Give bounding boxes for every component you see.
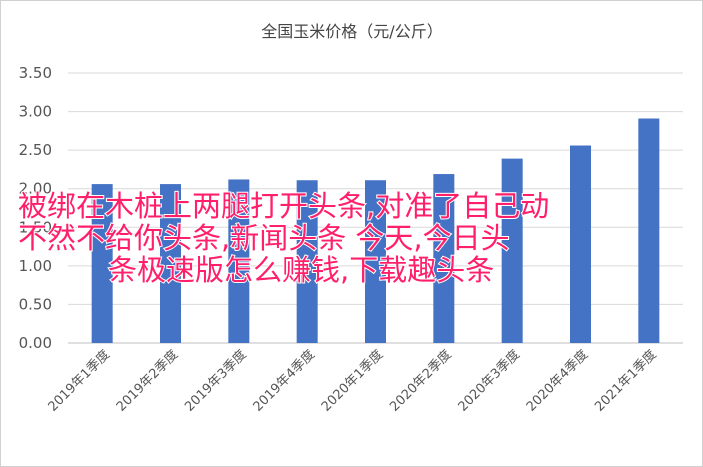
x-tick-label: 2019年1季度: [45, 347, 113, 415]
bar: [160, 184, 181, 343]
y-tick-label: 0.50: [19, 295, 52, 313]
overlay-line-2: 不然不给你头条,新闻头条 今天,今日头: [18, 221, 510, 255]
overlay-text: 被绑在木桩上两腿打开头条,对准了自己动 不然不给你头条,新闻头条 今天,今日头 …: [17, 188, 550, 288]
y-axis-ticks: 0.00 0.50 1.00 1.50 2.00 2.50 3.00 3.50: [19, 64, 52, 352]
bar: [433, 174, 455, 343]
bar: [638, 118, 660, 343]
x-axis-labels: 2019年1季度 2019年2季度 2019年3季度 2019年4季度 2020年1季度…: [45, 347, 660, 415]
y-tick-label: 3.50: [19, 64, 52, 82]
y-tick-label: 2.00: [19, 180, 52, 198]
bar: [91, 184, 113, 343]
x-tick-label: 2019年2季度: [113, 347, 181, 415]
x-tick-label: 2019年4季度: [250, 347, 318, 415]
bar: [365, 180, 386, 343]
overlay-line-3: 条极速版怎么赚钱,下载趣头条: [108, 253, 494, 287]
y-tick-label: 1.00: [19, 257, 52, 275]
bar: [501, 158, 523, 343]
x-tick-label: 2020年1季度: [318, 347, 386, 415]
y-tick-label: 0.00: [19, 334, 52, 352]
x-tick-label: 2021年1季度: [592, 347, 660, 415]
x-tick-label: 2020年3季度: [455, 347, 523, 415]
y-tick-label: 1.50: [19, 218, 52, 236]
x-tick-label: 2020年2季度: [387, 347, 455, 415]
bars: [91, 118, 660, 343]
x-tick-label: 2019年3季度: [182, 347, 250, 415]
y-tick-label: 3.00: [19, 103, 52, 121]
y-tick-label: 2.50: [19, 141, 52, 159]
overlay-line-1: 被绑在木桩上两腿打开头条,对准了自己动: [18, 189, 549, 223]
bar: [228, 179, 250, 343]
bar: [296, 180, 318, 343]
x-tick-label: 2020年4季度: [523, 347, 591, 415]
bar: [570, 145, 591, 343]
chart-title: 全国玉米价格（元/公斤）: [261, 22, 442, 41]
